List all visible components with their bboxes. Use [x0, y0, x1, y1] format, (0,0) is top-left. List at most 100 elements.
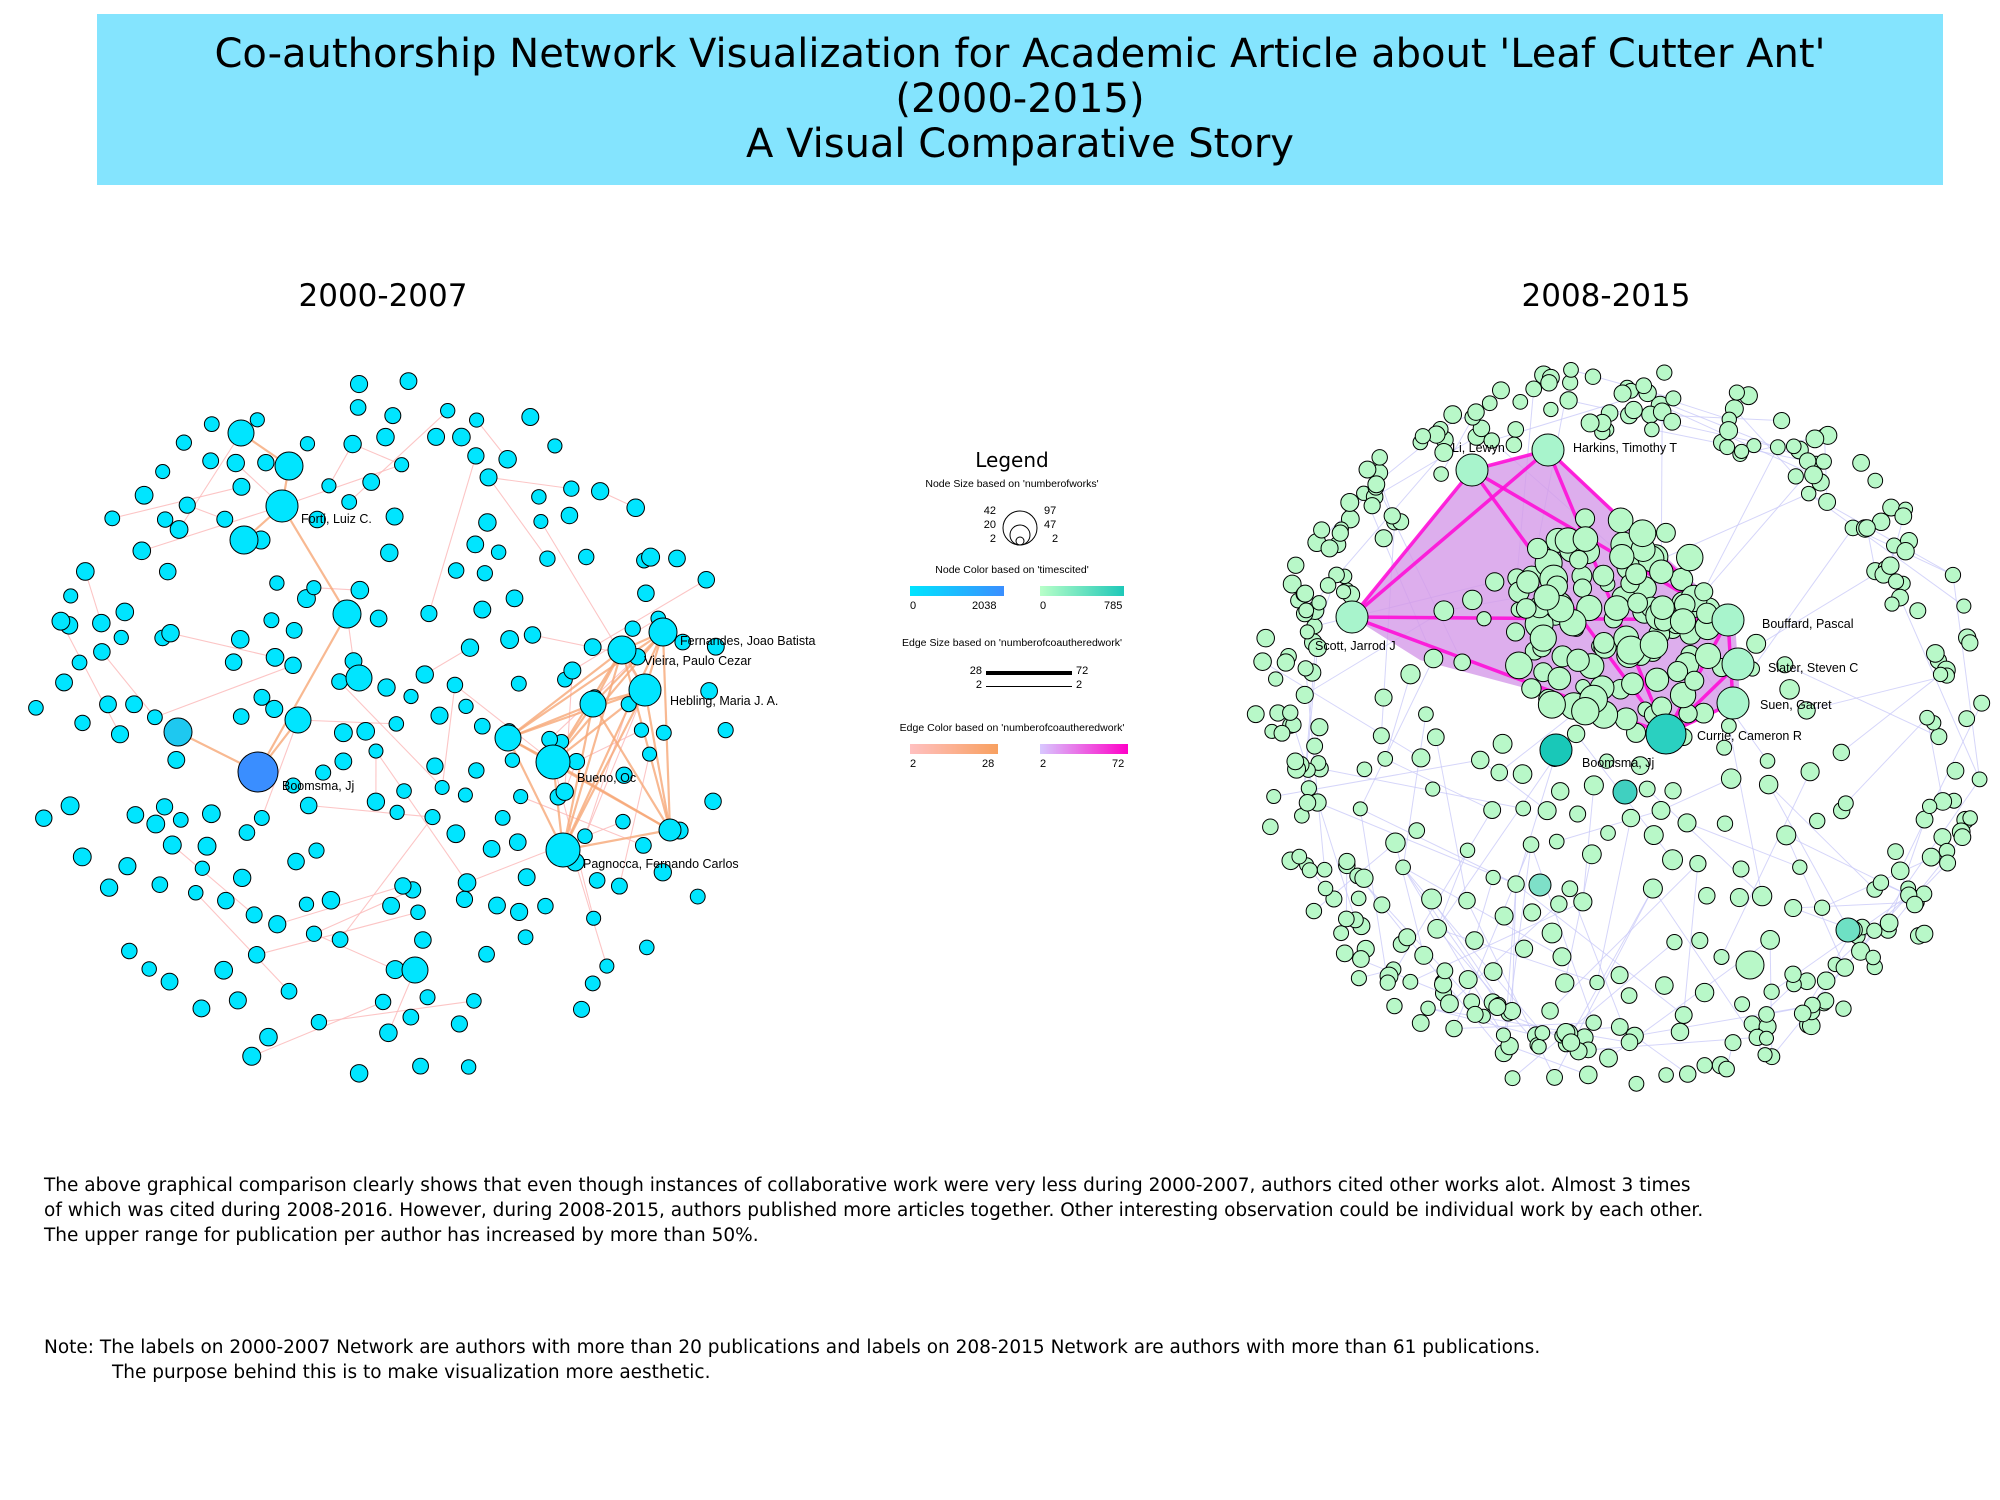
left-node	[356, 721, 376, 741]
right-cluster-node	[1649, 559, 1674, 584]
right-node	[1734, 996, 1751, 1013]
right-node	[1872, 874, 1890, 891]
left-node	[504, 752, 521, 768]
right-node	[1483, 432, 1500, 449]
right-node	[1663, 412, 1682, 431]
right-node	[1543, 401, 1559, 418]
right-node	[1835, 917, 1861, 943]
right-cluster-node	[1627, 592, 1648, 614]
left-node	[382, 896, 401, 915]
right-node	[1584, 368, 1602, 385]
right-node	[1371, 449, 1388, 466]
right-node	[1583, 775, 1604, 796]
left-node	[379, 1023, 398, 1043]
left-edge	[584, 703, 630, 837]
left-node	[414, 931, 432, 949]
left-strong-edge	[562, 689, 646, 851]
left-node	[457, 787, 473, 803]
right-edge	[1659, 404, 1814, 476]
left-node	[430, 706, 449, 725]
right-node	[1546, 1069, 1563, 1086]
left-node	[232, 868, 252, 888]
right-hub-node	[1645, 713, 1687, 755]
left-node	[230, 630, 250, 649]
right-node	[1677, 813, 1697, 833]
right-node	[1507, 421, 1525, 438]
right-edge	[1509, 1045, 1589, 1076]
left-node	[402, 1008, 420, 1026]
right-node	[1573, 892, 1593, 912]
right-hub-node	[1721, 647, 1755, 681]
right-node	[1515, 800, 1532, 817]
legend-node-color-right-max: 785	[1104, 600, 1123, 612]
left-node	[269, 575, 285, 591]
left-edge	[466, 821, 624, 884]
left-node	[468, 762, 485, 779]
legend-edge-color-right-min: 2	[1040, 758, 1047, 770]
left-strong-edge	[562, 828, 671, 852]
right-edge	[1317, 802, 1517, 885]
left-node	[74, 714, 91, 732]
left-node	[706, 637, 725, 656]
right-node	[1620, 1033, 1639, 1052]
left-node	[473, 600, 492, 619]
left-node	[377, 678, 396, 697]
right-node	[1958, 710, 1976, 728]
right-node	[1350, 970, 1367, 987]
right-edge	[1374, 436, 1477, 498]
left-edge	[308, 804, 433, 818]
right-edge	[1549, 863, 1699, 1012]
left-node	[420, 605, 438, 623]
right-edge	[1436, 928, 1598, 983]
left-hub-node	[163, 717, 193, 747]
right-node	[1879, 913, 1899, 933]
right-node	[1555, 973, 1575, 993]
right-node	[1472, 419, 1491, 438]
left-node	[460, 1059, 477, 1075]
left-node	[426, 757, 444, 775]
right-edge	[1634, 1003, 1825, 1037]
right-node	[1338, 852, 1356, 871]
right-node	[1551, 782, 1570, 801]
right-node	[1589, 974, 1605, 991]
right-node	[1297, 660, 1314, 677]
right-node	[1440, 994, 1459, 1014]
right-node	[1421, 888, 1443, 910]
right-edge	[1262, 661, 1422, 759]
right-cluster-node	[1572, 526, 1599, 552]
left-node	[460, 638, 480, 657]
left-label-fernandes: Fernandes, Joao Batista	[680, 634, 816, 648]
right-node	[1561, 1033, 1581, 1052]
legend-node-color-left-min: 0	[910, 600, 917, 612]
right-edge	[1515, 883, 1685, 1016]
right-node	[1656, 364, 1673, 381]
left-node	[125, 695, 143, 714]
right-label-harkins: Harkins, Timothy T	[1573, 441, 1677, 455]
legend-node-color-left-max: 2038	[972, 600, 997, 612]
left-node	[156, 511, 174, 528]
right-node	[1471, 750, 1490, 770]
legend-edge-color-left-max: 28	[982, 758, 995, 770]
left-node	[610, 877, 628, 895]
left-node	[287, 852, 305, 871]
left-node	[104, 510, 121, 527]
right-node	[1961, 634, 1979, 652]
left-hub-node	[658, 818, 682, 842]
left-node	[197, 836, 217, 856]
right-cluster-node	[1694, 582, 1714, 602]
left-node	[169, 520, 189, 539]
right-node	[1944, 566, 1962, 584]
left-edge	[112, 486, 242, 519]
left-node	[389, 804, 405, 820]
right-node	[1569, 805, 1587, 823]
right-node	[1386, 997, 1403, 1015]
left-node	[517, 868, 536, 887]
left-node	[588, 872, 606, 889]
right-node	[1262, 818, 1279, 836]
right-node	[1363, 497, 1381, 515]
right-node	[1600, 825, 1616, 841]
right-edge	[1721, 567, 1886, 668]
right-node	[1423, 648, 1444, 669]
left-node	[60, 796, 80, 816]
right-node	[1580, 413, 1600, 433]
